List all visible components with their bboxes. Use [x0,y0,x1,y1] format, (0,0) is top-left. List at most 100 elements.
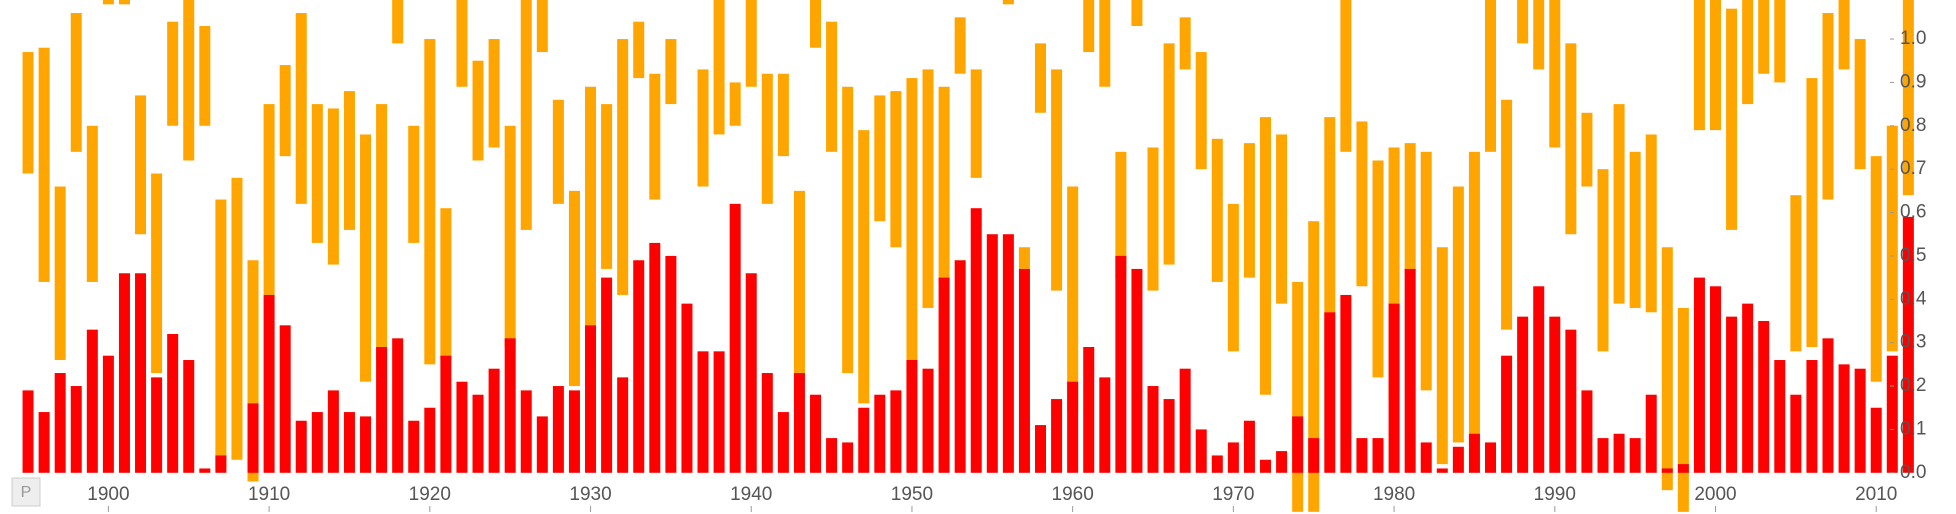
range-bar [279,65,291,157]
range-bar [1742,0,1754,105]
y-tick-label: 0.9 [1900,71,1926,92]
bar [697,351,709,473]
icon-label[interactable]: P [21,484,32,501]
range-bar [1613,104,1625,304]
range-bar [649,73,661,200]
bar [761,373,773,473]
bar [135,273,147,473]
x-tick-label: 1920 [409,484,451,505]
bar [1806,360,1818,473]
range-bar [1581,112,1593,187]
bar [633,260,645,473]
range-bar [295,13,307,204]
range-bar [456,0,468,87]
bar [1211,455,1223,473]
range-bar [552,99,564,204]
bar [954,260,966,473]
range-bar [777,73,789,157]
bar [1726,316,1738,473]
bar [215,455,227,473]
range-bar [617,39,629,295]
bar [311,412,323,473]
range-bar [22,52,34,174]
range-bar [1565,43,1577,235]
range-bar [1067,186,1079,413]
range-bar [874,95,886,222]
bar [38,412,50,473]
y-tick-label: 0.3 [1900,332,1926,353]
range-bar [954,17,966,74]
range-bar [842,86,854,374]
range-bar [1533,0,1545,70]
bar [1099,377,1111,473]
range-bar [215,199,227,469]
range-bar [1324,117,1336,361]
bar [1067,381,1079,473]
x-tick-label: 1930 [569,484,611,505]
range-bar [38,47,50,282]
bar [456,381,468,473]
range-bar [1468,151,1480,443]
bar [1581,390,1593,473]
range-bar [183,0,195,161]
bar [793,373,805,473]
range-bar [1693,0,1705,131]
bar [1051,399,1063,473]
range-bar [199,26,211,126]
bar [617,377,629,473]
bar [1742,303,1754,473]
range-bar [1452,186,1464,443]
bar [102,355,114,473]
range-bar [1131,0,1143,27]
bar [1485,442,1497,473]
bar [408,420,420,473]
range-bar [745,0,757,87]
range-bar [424,39,436,365]
bar [1613,433,1625,473]
bar [1693,277,1705,473]
bar [1629,438,1641,473]
bar [890,390,902,473]
bar [1565,329,1577,473]
range-bar [713,0,725,135]
range-bar [1308,221,1320,512]
bar [1597,438,1609,473]
bar [520,390,532,473]
bar [649,242,661,473]
range-bar [488,39,500,148]
bar [1436,468,1448,473]
range-bar [1677,307,1689,512]
range-bar [890,91,902,248]
bar [1260,459,1272,473]
bar [1468,433,1480,473]
bar [681,303,693,473]
range-bar [1774,0,1786,83]
bar [1372,438,1384,473]
range-bar [761,73,773,204]
bar [1292,416,1304,473]
range-bar [1276,134,1288,304]
range-bar [472,60,484,161]
range-bar [1436,247,1448,465]
range-bar [360,134,372,382]
range-bar [536,0,548,53]
range-bar [504,125,516,348]
bar [1324,312,1336,473]
y-tick-label: 0.6 [1900,202,1926,223]
bar [1517,316,1529,473]
x-tick-label: 1970 [1212,484,1254,505]
bar [585,325,597,473]
bar [1758,320,1770,473]
y-tick-label: 0.8 [1900,115,1926,136]
bar [986,234,998,473]
range-bar [922,69,934,308]
range-bar [167,21,179,126]
range-bar [1870,156,1882,382]
bar [183,360,195,473]
range-bar [568,190,580,387]
bar [1115,255,1127,473]
range-bar [1163,43,1175,265]
icon-box[interactable] [11,477,41,507]
range-bar [970,69,982,178]
bar [568,390,580,473]
